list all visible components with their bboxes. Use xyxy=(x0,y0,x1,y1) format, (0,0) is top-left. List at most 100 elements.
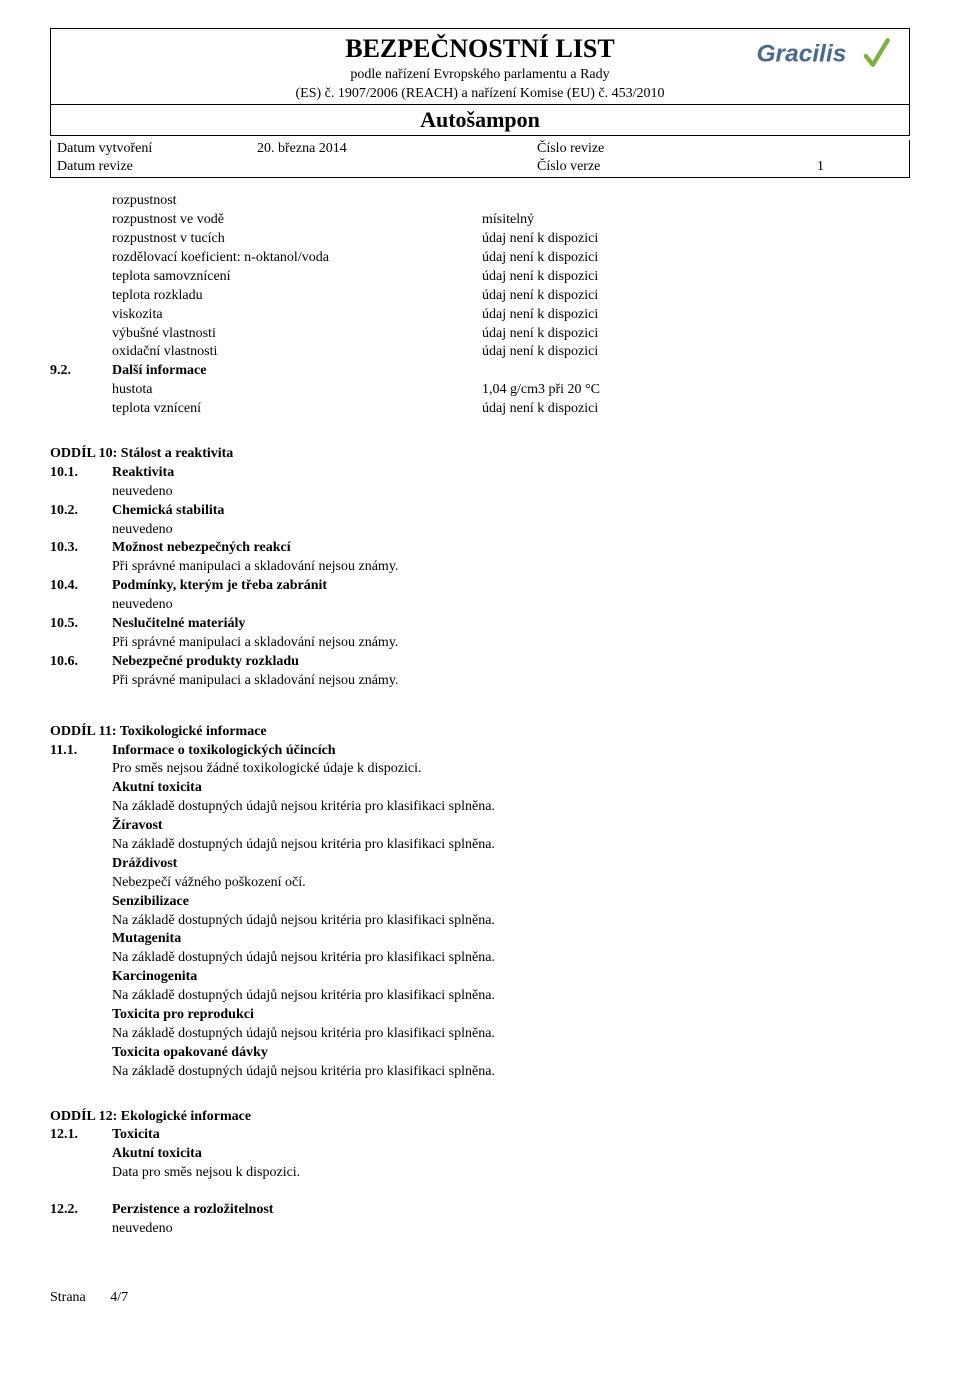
section-label: Informace o toxikologických účincích xyxy=(112,742,336,761)
subsection-heading: 10.4.Podmínky, kterým je třeba zabránit xyxy=(50,577,910,596)
section-11-1-heading: 11.1. Informace o toxikologických účincí… xyxy=(50,742,910,761)
section-label: Chemická stabilita xyxy=(112,502,224,521)
section-label: Reaktivita xyxy=(112,464,174,483)
property-label: teplota rozkladu xyxy=(112,287,482,306)
document-header: BEZPEČNOSTNÍ LIST podle nařízení Evropsk… xyxy=(50,28,910,136)
body-text: neuvedeno xyxy=(50,596,910,615)
tox-heading: Toxicita opakované dávky xyxy=(50,1044,910,1063)
subsection-heading: 10.5.Neslučitelné materiály xyxy=(50,615,910,634)
property-label: výbušné vlastnosti xyxy=(112,325,482,344)
section-11-title: ODDÍL 11: Toxikologické informace xyxy=(50,723,910,742)
page-footer: Strana 4/7 xyxy=(50,1289,910,1308)
property-value: mísitelný xyxy=(482,211,910,230)
ver-num-value: 1 xyxy=(817,158,903,177)
section-11-intro: Pro směs nejsou žádné toxikologické údaj… xyxy=(50,760,910,779)
section-number: 11.1. xyxy=(50,742,112,761)
section-label: Neslučitelné materiály xyxy=(112,615,245,634)
page-number: 4/7 xyxy=(110,1290,128,1305)
section-number: 10.4. xyxy=(50,577,112,596)
tox-text: Na základě dostupných údajů nejsou krité… xyxy=(50,949,910,968)
property-label: rozpustnost v tucích xyxy=(112,230,482,249)
section-number: 9.2. xyxy=(50,362,112,381)
tox-text: Na základě dostupných údajů nejsou krité… xyxy=(50,836,910,855)
property-row: rozpustnost v tucíchúdaj není k dispozic… xyxy=(50,230,910,249)
property-value: údaj není k dispozici xyxy=(482,343,910,362)
property-row: teplota rozkladuúdaj není k dispozici xyxy=(50,287,910,306)
property-label: teplota samovznícení xyxy=(112,268,482,287)
property-label: hustota xyxy=(112,381,482,400)
logo-check-icon xyxy=(866,40,888,65)
s12-2-text: neuvedeno xyxy=(50,1220,910,1239)
property-row: rozpustnost ve voděmísitelný xyxy=(50,211,910,230)
tox-text: Na základě dostupných údajů nejsou krité… xyxy=(50,1063,910,1082)
created-value: 20. března 2014 xyxy=(257,140,525,159)
property-value: údaj není k dispozici xyxy=(482,287,910,306)
revision-label: Datum revize xyxy=(57,158,245,177)
tox-text: Na základě dostupných údajů nejsou krité… xyxy=(50,912,910,931)
property-value: údaj není k dispozici xyxy=(482,230,910,249)
section-number: 12.2. xyxy=(50,1201,112,1220)
subsection-heading: 10.3.Možnost nebezpečných reakcí xyxy=(50,539,910,558)
logo-text: Gracilis xyxy=(757,40,847,67)
property-row: rozdělovací koeficient: n-oktanol/vodaúd… xyxy=(50,249,910,268)
tox-heading: Mutagenita xyxy=(50,930,910,949)
section-label: Podmínky, kterým je třeba zabránit xyxy=(112,577,327,596)
section-number: 12.1. xyxy=(50,1126,112,1145)
property-value: údaj není k dispozici xyxy=(482,400,910,419)
subsection-heading: 10.6.Nebezpečné produkty rozkladu xyxy=(50,653,910,672)
property-row: oxidační vlastnostiúdaj není k dispozici xyxy=(50,343,910,362)
properties-list: rozpustnostrozpustnost ve voděmísitelnýr… xyxy=(50,192,910,362)
property-label: rozpustnost ve vodě xyxy=(112,211,482,230)
property-label: teplota vznícení xyxy=(112,400,482,419)
property-row: viskozitaúdaj není k dispozici xyxy=(50,306,910,325)
subsection-heading: 10.1.Reaktivita xyxy=(50,464,910,483)
property-value: 1,04 g/cm3 při 20 °C xyxy=(482,381,910,400)
tox-heading: Akutní toxicita xyxy=(50,779,910,798)
section-number: 10.6. xyxy=(50,653,112,672)
created-label: Datum vytvoření xyxy=(57,140,245,159)
property-row: teplota vzníceníúdaj není k dispozici xyxy=(50,400,910,419)
section-11-blocks: Akutní toxicitaNa základě dostupných úda… xyxy=(50,779,910,1081)
property-label: oxidační vlastnosti xyxy=(112,343,482,362)
section-12-title: ODDÍL 12: Ekologické informace xyxy=(50,1108,910,1127)
rev-num-value xyxy=(817,140,903,159)
section-9-2-heading: 9.2. Další informace xyxy=(50,362,910,381)
property-value: údaj není k dispozici xyxy=(482,306,910,325)
property-row: rozpustnost xyxy=(50,192,910,211)
section-10-title: ODDÍL 10: Stálost a reaktivita xyxy=(50,445,910,464)
body-text: Při správné manipulaci a skladování nejs… xyxy=(50,672,910,691)
tox-heading: Žíravost xyxy=(50,817,910,836)
property-label: viskozita xyxy=(112,306,482,325)
tox-text: Na základě dostupných údajů nejsou krité… xyxy=(50,798,910,817)
section-label: Další informace xyxy=(112,362,206,381)
ver-num-label: Číslo verze xyxy=(537,158,805,177)
tox-text: Na základě dostupných údajů nejsou krité… xyxy=(50,987,910,1006)
section-label: Toxicita xyxy=(112,1126,160,1145)
company-logo: Gracilis xyxy=(754,35,899,77)
property-label: rozdělovací koeficient: n-oktanol/voda xyxy=(112,249,482,268)
tox-text: Na základě dostupných údajů nejsou krité… xyxy=(50,1025,910,1044)
body-text: neuvedeno xyxy=(50,521,910,540)
property-value: údaj není k dispozici xyxy=(482,249,910,268)
body-text: Při správné manipulaci a skladování nejs… xyxy=(50,558,910,577)
s12-akutni-text: Data pro směs nejsou k dispozici. xyxy=(50,1164,910,1183)
tox-heading: Senzibilizace xyxy=(50,893,910,912)
body-text: Při správné manipulaci a skladování nejs… xyxy=(50,634,910,653)
section-number: 10.2. xyxy=(50,502,112,521)
section-label: Nebezpečné produkty rozkladu xyxy=(112,653,299,672)
property-value: údaj není k dispozici xyxy=(482,268,910,287)
subsection-heading: 10.2.Chemická stabilita xyxy=(50,502,910,521)
tox-heading: Toxicita pro reprodukci xyxy=(50,1006,910,1025)
section-label: Možnost nebezpečných reakcí xyxy=(112,539,291,558)
rev-num-label: Číslo revize xyxy=(537,140,805,159)
property-label: rozpustnost xyxy=(112,192,482,211)
doc-subtitle-2: (ES) č. 1907/2006 (REACH) a nařízení Kom… xyxy=(51,85,909,104)
tox-heading: Dráždivost xyxy=(50,855,910,874)
s12-akutni-heading: Akutní toxicita xyxy=(50,1145,910,1164)
section-10-items: 10.1.Reaktivitaneuvedeno10.2.Chemická st… xyxy=(50,464,910,691)
page-label: Strana xyxy=(50,1290,86,1305)
section-9-2-list: hustota1,04 g/cm3 při 20 °Cteplota vzníc… xyxy=(50,381,910,419)
section-label: Perzistence a rozložitelnost xyxy=(112,1201,273,1220)
body-text: neuvedeno xyxy=(50,483,910,502)
property-row: hustota1,04 g/cm3 při 20 °C xyxy=(50,381,910,400)
